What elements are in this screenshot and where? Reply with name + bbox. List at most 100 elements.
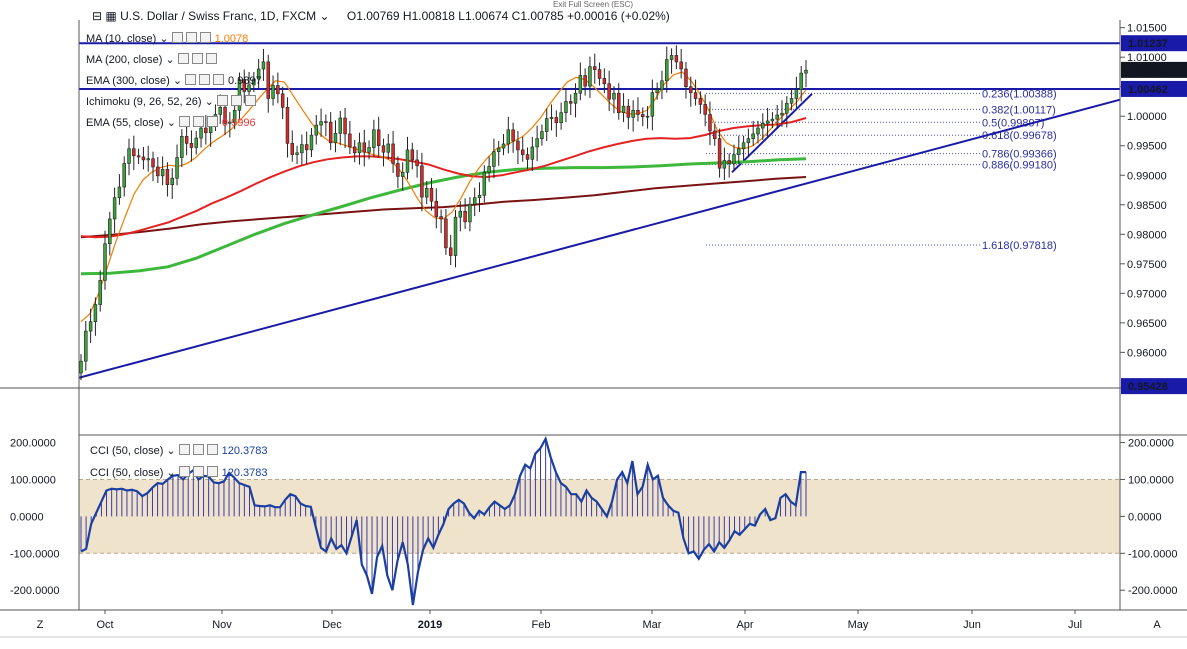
visibility-icon[interactable] (178, 466, 190, 477)
candle-body (309, 134, 314, 151)
indicator-label[interactable]: EMA (55, close) ⌄ 0.9996 (86, 116, 256, 130)
candle-body (693, 92, 698, 99)
settings-icon[interactable] (230, 95, 242, 106)
close-icon[interactable] (206, 444, 218, 455)
candle-body (237, 79, 242, 111)
candle-body (607, 83, 611, 100)
auto-scale-button[interactable]: Z (37, 619, 44, 631)
settings-icon[interactable] (192, 116, 204, 127)
close-icon[interactable] (199, 32, 211, 43)
indicator-label[interactable]: MA (200, close) ⌄ (86, 53, 221, 67)
candle-body (271, 85, 275, 99)
candle-body (256, 68, 261, 80)
candle-body (573, 92, 578, 104)
chevron-down-icon[interactable]: ⌄ (169, 75, 183, 87)
candle-body (669, 55, 674, 60)
visibility-icon[interactable] (216, 95, 228, 106)
chevron-down-icon[interactable]: ⌄ (162, 54, 175, 66)
cci-line (80, 435, 806, 606)
visibility-icon[interactable] (171, 32, 183, 43)
candle-body (698, 98, 703, 105)
visibility-icon[interactable] (185, 74, 197, 85)
candle-body (588, 66, 592, 87)
settings-icon[interactable] (192, 466, 204, 477)
candle-body (98, 280, 102, 305)
close-icon[interactable] (244, 95, 256, 106)
indicator-label[interactable]: MA (10, close) ⌄ 1.0078 (86, 32, 248, 46)
y-tick-label: 0.99500 (1127, 141, 1167, 153)
candle-body (458, 210, 463, 218)
candle-body (645, 115, 650, 118)
candle-body (88, 321, 93, 332)
y-tick-label: 0.98000 (1127, 229, 1167, 241)
candle-body (732, 154, 736, 164)
symbol-title[interactable]: U.S. Dollar / Swiss Franc, 1D, FXCM (120, 9, 317, 23)
cci-right-tick: 200.0000 (1128, 438, 1174, 450)
chevron-down-icon[interactable]: ⌄ (163, 117, 176, 129)
candle-body (367, 147, 371, 153)
y-tick-label: 0.98500 (1127, 200, 1167, 212)
settings-icon[interactable] (191, 53, 203, 64)
candle-body (535, 138, 539, 148)
candle-body (530, 146, 535, 160)
settings-icon[interactable] (185, 32, 197, 43)
candle-body (559, 112, 563, 124)
chevron-down-icon[interactable]: ⌄ (319, 9, 330, 23)
indicator-label[interactable]: Ichimoku (9, 26, 52, 26) ⌄ (86, 95, 260, 109)
ma200-line (80, 157, 807, 276)
cci-indicator-label[interactable]: CCI (50, close) ⌄ 120.3783 (90, 444, 268, 458)
collapse-icon[interactable]: ⊟ (92, 9, 103, 23)
symbol-title-bar: ⊟ ▦ U.S. Dollar / Swiss Franc, 1D, FXCM … (92, 9, 670, 23)
fib-level-label: 0.786(0.99366) (982, 149, 1057, 161)
settings-icon[interactable] (199, 74, 211, 85)
candle-body (544, 118, 549, 132)
visibility-icon[interactable] (178, 116, 190, 127)
chevron-down-icon[interactable]: ⌄ (163, 467, 176, 479)
candle-body (223, 107, 227, 124)
indicator-value: 1.0078 (214, 33, 249, 45)
candle-body (175, 157, 179, 179)
candle-body (424, 187, 429, 198)
candle-body (472, 197, 477, 205)
cci-name: CCI (50, close) (90, 467, 164, 479)
x-tick-label: 2019 (418, 619, 442, 631)
cci-indicator-label[interactable]: CCI (50, close) ⌄ 120.3783 (90, 466, 268, 480)
visibility-icon[interactable] (178, 444, 190, 455)
y-tick-label: 1.01500 (1127, 23, 1167, 35)
close-icon[interactable] (206, 466, 218, 477)
candle-body (684, 68, 688, 88)
x-tick-label: Oct (96, 619, 113, 631)
indicator-name: Ichimoku (9, 26, 52, 26) (86, 96, 202, 108)
candle-body (405, 149, 410, 173)
candle-body (612, 92, 616, 100)
candle-body (516, 140, 520, 151)
chevron-down-icon[interactable]: ⌄ (156, 33, 169, 45)
candle-body (770, 118, 775, 122)
candle-body (146, 158, 150, 161)
chevron-down-icon[interactable]: ⌄ (163, 445, 176, 457)
exit-fullscreen-hint[interactable]: Exit Full Screen (ESC) (553, 0, 634, 9)
candle-body (103, 243, 107, 281)
chart-settings-icon[interactable]: ▦ (105, 9, 117, 23)
log-scale-button[interactable]: A (1153, 619, 1161, 631)
close-icon[interactable] (213, 74, 225, 85)
price-badge (1121, 378, 1187, 395)
close-icon[interactable] (205, 53, 217, 64)
candle-body (204, 127, 208, 134)
candle-body (549, 117, 554, 119)
candle-body (717, 138, 722, 169)
close-icon[interactable] (206, 116, 218, 127)
price-badge (1121, 61, 1187, 78)
candle-body (160, 169, 165, 177)
candle-body (295, 152, 299, 155)
chevron-down-icon[interactable]: ⌄ (201, 96, 214, 108)
candle-body (280, 93, 285, 108)
candle-body (525, 154, 530, 160)
candle-body (93, 304, 98, 322)
candle-body (242, 79, 246, 92)
indicator-label[interactable]: EMA (300, close) ⌄ 0.9897 (86, 74, 262, 88)
visibility-icon[interactable] (177, 53, 189, 64)
settings-icon[interactable] (192, 444, 204, 455)
candle-body (199, 127, 203, 139)
